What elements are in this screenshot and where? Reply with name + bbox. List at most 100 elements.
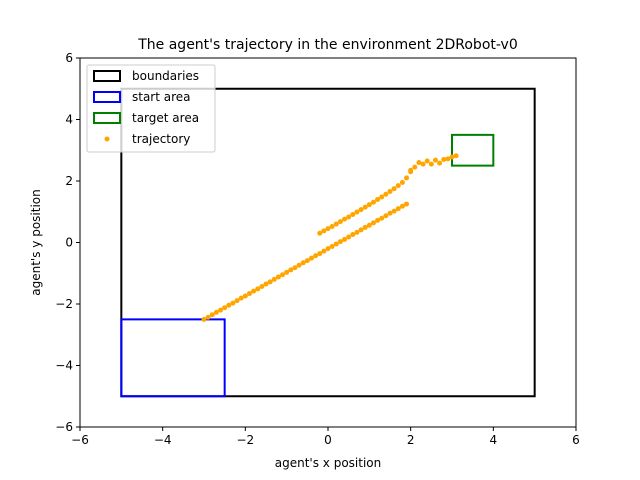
x-tick-label: −2 — [236, 433, 254, 447]
trajectory-point — [333, 241, 339, 247]
start-area-legend-swatch — [93, 91, 121, 103]
trajectory-point — [404, 201, 410, 207]
trajectory-point — [395, 183, 401, 189]
legend-label: trajectory — [132, 132, 190, 146]
trajectory-point — [399, 180, 405, 186]
trajectory-point — [304, 258, 310, 264]
trajectory-point — [412, 164, 418, 170]
trajectory-point — [213, 309, 219, 315]
y-tick-label: 2 — [65, 174, 73, 188]
trajectory-point — [437, 160, 443, 166]
y-tick-label: −4 — [55, 359, 73, 373]
trajectory-point — [317, 251, 323, 257]
area-rectangles — [120, 87, 536, 398]
y-tick-label: 0 — [65, 236, 73, 250]
trajectory-point — [441, 156, 447, 162]
trajectory-point — [375, 217, 381, 223]
trajectory-point — [358, 227, 364, 233]
trajectory-point — [267, 279, 273, 285]
trajectory-point — [404, 175, 410, 181]
legend-label: boundaries — [132, 69, 199, 83]
trajectory-point — [387, 210, 393, 216]
trajectory-point — [379, 215, 385, 221]
legend-label: start area — [132, 90, 191, 104]
trajectory-point — [375, 196, 381, 202]
trajectory-point — [449, 154, 455, 160]
trajectory-point — [337, 219, 343, 225]
trajectory-point — [354, 229, 360, 235]
y-tick-label: −2 — [55, 297, 73, 311]
trajectory-point — [321, 248, 327, 254]
target-area-rect — [451, 133, 495, 167]
trajectory-point — [350, 232, 356, 238]
trajectory-point — [263, 281, 269, 287]
trajectory-point — [383, 213, 389, 219]
trajectory-point — [313, 253, 319, 259]
legend: boundaries start area target area trajector… — [86, 64, 216, 153]
trajectory-point — [346, 214, 352, 220]
legend-box — [86, 64, 216, 153]
trajectory-point — [453, 153, 459, 159]
trajectory-point — [420, 161, 426, 167]
trajectory-point — [205, 314, 211, 320]
trajectory-point — [300, 260, 306, 266]
y-axis-label: agent's y position — [29, 189, 43, 295]
trajectory-point — [246, 291, 252, 297]
trajectory-point — [416, 160, 422, 166]
trajectory-point — [432, 157, 438, 163]
trajectory-point — [325, 246, 331, 252]
trajectory-point — [428, 161, 434, 167]
legend-items: boundaries start area target area trajector… — [93, 69, 199, 146]
trajectory-point — [408, 169, 414, 175]
trajectory-point — [387, 188, 393, 194]
trajectory-point — [230, 300, 236, 306]
trajectory-point — [255, 286, 261, 292]
trajectory-point — [346, 234, 352, 240]
trajectory-point — [226, 302, 232, 308]
boundaries-legend-swatch — [93, 70, 121, 82]
trajectory-point — [424, 158, 430, 164]
x-tick-label: 6 — [572, 433, 580, 447]
trajectory-point — [222, 305, 228, 311]
trajectory-point — [209, 312, 215, 318]
trajectory-points — [201, 153, 459, 322]
legend-label: target area — [132, 111, 199, 125]
trajectory-point — [383, 191, 389, 197]
trajectory-point — [271, 276, 277, 282]
trajectory-point — [337, 239, 343, 245]
trajectory-point — [280, 272, 286, 278]
x-tick-label: 4 — [490, 433, 498, 447]
y-tick-label: 4 — [65, 113, 73, 127]
boundaries-rect — [120, 87, 536, 398]
trajectory-point — [284, 269, 290, 275]
x-tick-label: −6 — [71, 433, 89, 447]
trajectory-point — [329, 224, 335, 230]
trajectory-point — [251, 288, 257, 294]
trajectory-point — [333, 221, 339, 227]
start-area-rect — [120, 318, 226, 398]
trajectory-point — [321, 228, 327, 234]
trajectory-point — [395, 206, 401, 212]
trajectory-point — [350, 212, 356, 218]
trajectory-point — [391, 208, 397, 214]
trajectory-point — [391, 186, 397, 192]
trajectory-point — [362, 224, 368, 230]
trajectory-point — [292, 265, 298, 271]
trajectory-point — [358, 207, 364, 213]
trajectory-point — [370, 199, 376, 205]
trajectory-point — [354, 209, 360, 215]
x-tick-label: 0 — [324, 433, 332, 447]
x-axis-ticks: −6 −4 −2 0 2 4 6 — [71, 427, 580, 447]
trajectory-point — [379, 194, 385, 200]
target-area-legend-swatch — [93, 112, 121, 124]
trajectory-point — [275, 274, 281, 280]
trajectory-point — [288, 267, 294, 273]
y-axis-ticks: −6 −4 −2 0 2 4 6 — [55, 51, 80, 434]
trajectory-point — [362, 204, 368, 210]
trajectory-point — [201, 316, 207, 322]
trajectory-point — [329, 243, 335, 249]
trajectory-point — [370, 220, 376, 226]
trajectory-point — [259, 283, 265, 289]
trajectory-point — [366, 222, 372, 228]
